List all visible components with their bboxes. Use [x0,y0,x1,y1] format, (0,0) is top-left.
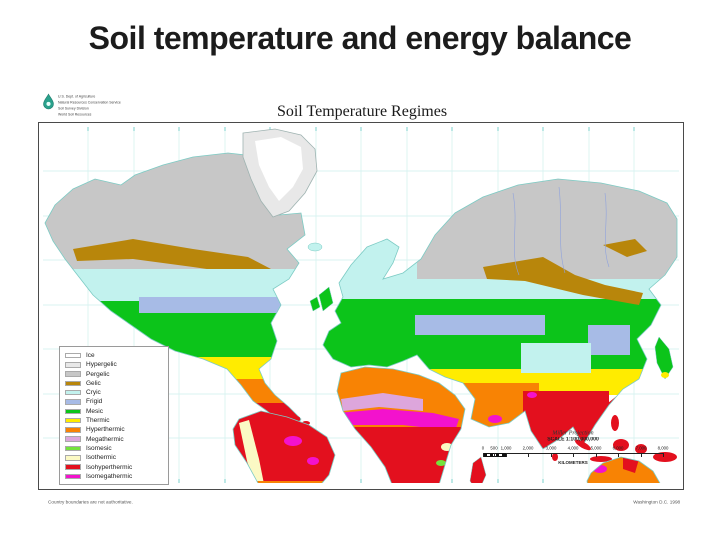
map-title: Soil Temperature Regimes [276,103,448,120]
agency-lines: U.S. Dept. of Agriculture Natural Resour… [58,93,166,119]
legend-swatch [65,371,81,377]
agency-line: World Soil Resources [58,113,92,117]
map-header: U.S. Dept. of Agriculture Natural Resour… [38,90,686,122]
scale-bar-labels: 0 500 1,000 2,000 3,000 4,000 5,000 6,00… [481,446,669,452]
legend-swatch [65,464,81,470]
legend-label: Ice [86,351,95,359]
legend-label: Megathermic [86,435,124,443]
legend-item: Mesic [65,407,163,416]
legend-item: Hyperthermic [65,425,163,434]
legend-items: Ice Hypergelic Pergelic Gelic Cryic Frig… [65,351,163,481]
legend-item: Pergelic [65,369,163,378]
legend-swatch [65,436,81,442]
legend-swatch [65,389,81,396]
region-south-america [232,410,336,483]
legend-swatch [65,399,81,405]
legend-label: Gelic [86,379,101,387]
legend-label: Isothermic [86,454,116,462]
agency-block: U.S. Dept. of Agriculture Natural Resour… [42,93,166,119]
legend-label: Isomesic [86,444,112,452]
scale-bar-label: 500 [490,446,498,452]
legend-label: Cryic [86,389,101,397]
legend-item: Thermic [65,416,163,425]
scale-unit-label: KILOMETERS [558,461,588,466]
legend-label: Mesic [86,407,103,415]
legend-item: Isothermic [65,453,163,462]
river-lines [512,186,610,276]
agency-line: U.S. Dept. of Agriculture [58,95,96,99]
scale-bar-label: 1,000 [500,446,511,452]
scale-bar-label: 0 [481,446,485,452]
region-indonesia [552,415,677,462]
legend-swatch [65,427,81,433]
nrcs-drop-icon [43,93,54,110]
legend-item: Isohyperthermic [65,462,163,471]
legend-swatch [65,417,81,424]
scale-bar-label: 2,000 [522,446,534,452]
legend-item: Isomesic [65,444,163,453]
legend-item: Gelic [65,379,163,388]
projection-label: Miller Projection [552,429,594,436]
legend-label: Thermic [86,417,110,425]
legend-item: Isomegathermic [65,472,163,481]
legend-label: Pergelic [86,370,110,378]
scale-bar-label: 8,000 [657,446,669,452]
scale-bar-label: 7,000 [635,446,646,452]
legend-swatch [65,473,81,480]
scale-block: Miller Projection SCALE 1:100,000,000 0 … [479,428,669,467]
agency-line: Soil Survey Division [58,107,89,111]
legend-item: Frigid [65,397,163,406]
region-madagascar [469,456,487,483]
scale-bar-label: 6,000 [612,446,624,452]
scale-bar [483,453,664,457]
map-footer-publisher: Washington D.C. 1998 [633,500,680,505]
legend-swatch [65,408,81,415]
legend-label: Hypergelic [86,361,117,369]
soil-temperature-map: U.S. Dept. of Agriculture Natural Resour… [38,90,686,510]
legend-swatch [65,455,81,461]
scale-bar-label: 4,000 [567,446,579,452]
legend-item: Cryic [65,388,163,397]
scale-ratio-label: SCALE 1:100,000,000 [547,437,599,443]
legend-swatch [65,380,81,387]
legend-swatch [65,362,81,368]
region-greenland [242,128,318,218]
scale-bar-label: 5,000 [590,446,601,452]
map-footer-disclaimer: Country boundaries are not authoritative… [48,500,133,505]
slide-title: Soil temperature and energy balance [88,20,632,56]
legend-swatch [65,352,81,359]
agency-line: Natural Resources Conservation Service [58,101,121,105]
scale-bar-wrap: 0 500 1,000 2,000 3,000 4,000 5,000 6,00… [481,446,669,460]
legend-label: Isomegathermic [86,472,133,480]
legend-label: Isohyperthermic [86,463,133,471]
map-legend: Ice Hypergelic Pergelic Gelic Cryic Frig… [59,345,169,485]
legend-label: Frigid [86,398,103,406]
legend-item: Megathermic [65,435,163,444]
legend-item: Ice [65,351,163,360]
legend-swatch [65,445,81,452]
scale-bar-label: 3,000 [545,446,556,452]
legend-label: Hyperthermic [86,426,125,434]
map-frame: Ice Hypergelic Pergelic Gelic Cryic Frig… [38,122,684,490]
legend-item: Hypergelic [65,360,163,369]
